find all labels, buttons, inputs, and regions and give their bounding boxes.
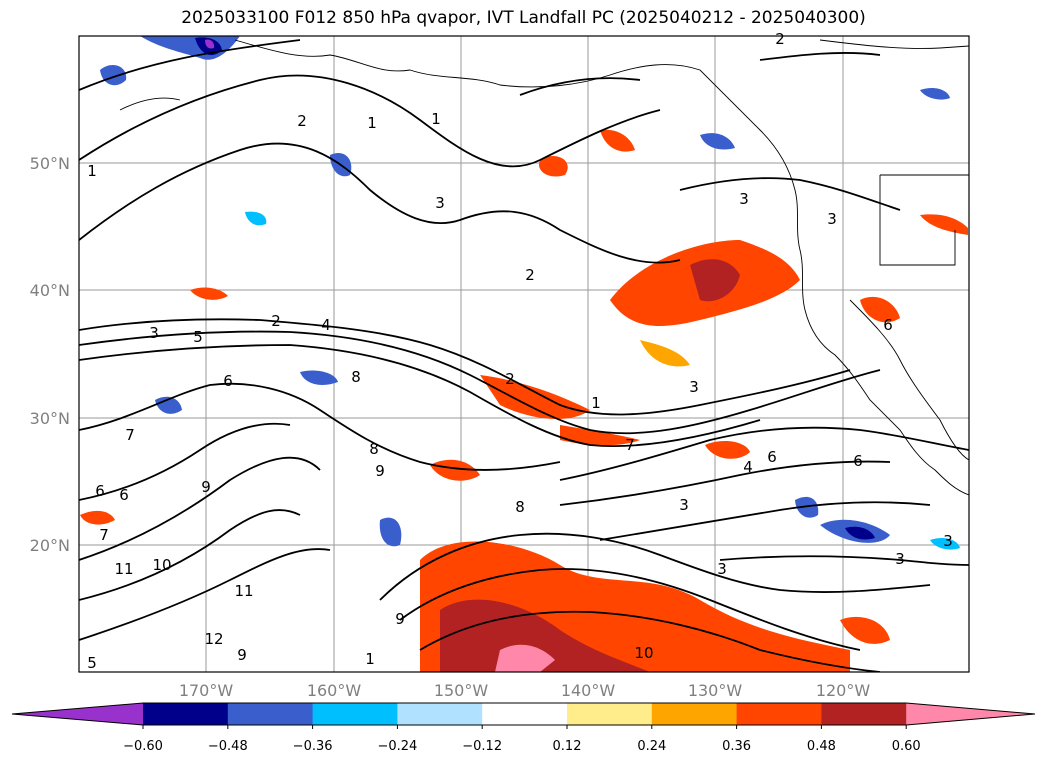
- colorbar-segment: [651, 703, 738, 725]
- contour-label: 3: [943, 532, 953, 550]
- colorbar-tick-label: −0.36: [293, 739, 333, 754]
- contour-label: 3: [717, 560, 727, 578]
- contour-label: 2: [775, 30, 785, 48]
- contour-label: 2: [271, 312, 281, 330]
- colorbar-segment: [227, 703, 314, 725]
- colorbar-tick-label: 0.48: [807, 739, 836, 754]
- colorbar-tick-label: 0.60: [892, 739, 921, 754]
- colorbar-segment: [821, 703, 907, 725]
- colorbar-segment: [567, 703, 653, 725]
- contour-label: 5: [193, 328, 203, 346]
- colorbar-ticks: −0.60 −0.48 −0.36 −0.24 −0.12 0.12 0.24 0.36 0.4…: [123, 725, 921, 754]
- lat-label: 40°N: [30, 281, 70, 300]
- lat-label: 20°N: [30, 536, 70, 555]
- contour-label: 4: [321, 316, 331, 334]
- contour-label: 7: [99, 526, 109, 544]
- contour-label: 8: [369, 440, 379, 458]
- plot-border: [78, 35, 970, 673]
- colorbar-tick-label: 0.24: [637, 739, 666, 754]
- ivt-contours: [79, 39, 969, 672]
- contour-label: 1: [431, 110, 441, 128]
- contour-label: 9: [375, 462, 385, 480]
- lon-label: 130°W: [688, 681, 743, 700]
- contour-label: 11: [234, 582, 253, 600]
- map-title: 2025033100 F012 850 hPa qvapor, IVT Land…: [181, 8, 866, 28]
- contour-label: 3: [679, 496, 689, 514]
- contour-label: 10: [634, 644, 653, 662]
- contour-label: 7: [125, 426, 135, 444]
- colorbar-segment: [736, 703, 822, 725]
- contour-label: 6: [853, 452, 863, 470]
- colorbar-segment: [312, 703, 398, 725]
- contour-label: 6: [767, 448, 777, 466]
- contour-label: 1: [367, 114, 377, 132]
- colorbar-tick-label: −0.24: [377, 739, 417, 754]
- contour-label: 10: [152, 556, 171, 574]
- contour-label: 6: [119, 486, 129, 504]
- contour-label: 11: [114, 560, 133, 578]
- lon-label: 170°W: [179, 681, 234, 700]
- contour-label: 3: [739, 190, 749, 208]
- lat-label: 50°N: [30, 154, 70, 173]
- lon-label: 150°W: [434, 681, 489, 700]
- contour-label: 12: [204, 630, 223, 648]
- contour-label: 6: [223, 372, 233, 390]
- contour-label: 3: [149, 324, 159, 342]
- contour-label: 2: [525, 266, 535, 284]
- contour-label: 6: [883, 316, 893, 334]
- contour-label: 2: [505, 370, 515, 388]
- colorbar-segment: [397, 703, 483, 725]
- lon-label: 160°W: [307, 681, 362, 700]
- contour-label: 8: [515, 498, 525, 516]
- contour-label: 3: [895, 550, 905, 568]
- colorbar-segment: [143, 703, 229, 725]
- lat-label: 30°N: [30, 409, 70, 428]
- contour-label: 1: [365, 650, 375, 668]
- contour-label: 9: [237, 646, 247, 664]
- colorbar-tick-label: −0.48: [208, 739, 248, 754]
- contour-label: 6: [95, 482, 105, 500]
- colorbar-extend-low: [12, 703, 143, 725]
- contour-label: 9: [201, 478, 211, 496]
- contour-label: 8: [351, 368, 361, 386]
- colorbar-extend-high: [906, 703, 1035, 725]
- colorbar-tick-label: 0.12: [553, 739, 582, 754]
- contour-label: 9: [395, 610, 405, 628]
- colorbar: [11, 702, 1036, 726]
- colorbar-tick-label: 0.36: [722, 739, 751, 754]
- contour-label: 1: [591, 394, 601, 412]
- coastlines: [119, 39, 969, 496]
- contour-label: 3: [435, 194, 445, 212]
- contour-label: 7: [625, 436, 635, 454]
- positive-shading: [80, 129, 968, 672]
- contour-label: 3: [827, 210, 837, 228]
- contour-label: 5: [87, 654, 97, 672]
- contour-label: 1: [87, 162, 97, 180]
- lon-label: 140°W: [561, 681, 616, 700]
- lon-label: 120°W: [816, 681, 871, 700]
- contour-label: 2: [297, 112, 307, 130]
- contour-label: 3: [689, 378, 699, 396]
- colorbar-tick-label: −0.12: [462, 739, 502, 754]
- colorbar-segment: [482, 703, 568, 725]
- colorbar-tick-label: −0.60: [123, 739, 163, 754]
- contour-label: 4: [743, 458, 753, 476]
